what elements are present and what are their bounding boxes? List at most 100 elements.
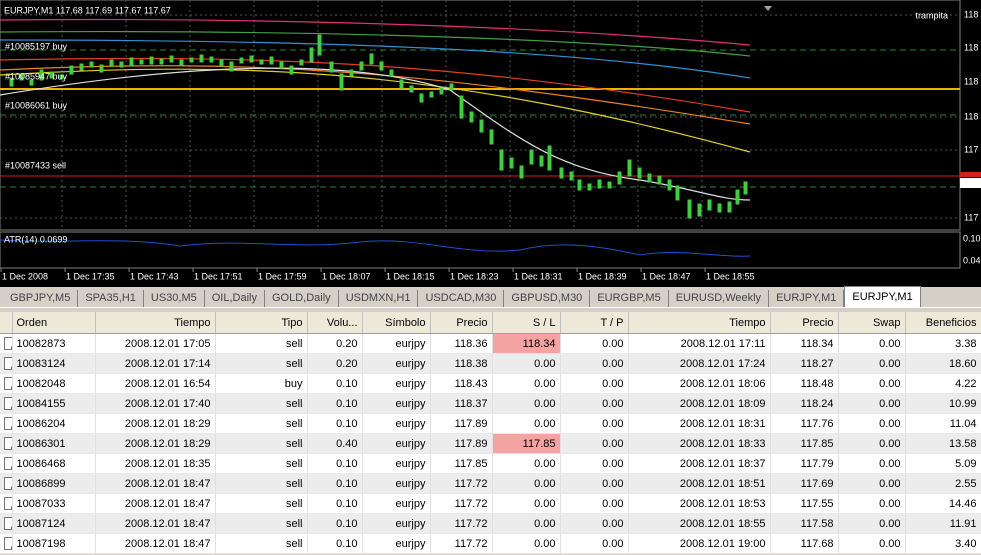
expert-name: trampita — [915, 10, 948, 20]
order-icon-cell — [0, 354, 12, 374]
order-cell: eurjpy — [362, 374, 430, 394]
chart-tab[interactable]: SPA35,H1 — [78, 290, 144, 307]
order-cell: 118.48 — [770, 374, 838, 394]
price-label: 118 — [964, 9, 978, 19]
order-cell: 2008.12.01 19:00 — [628, 534, 770, 554]
order-cell: 0.00 — [560, 494, 628, 514]
order-row[interactable]: 100831242008.12.01 17:14sell0.20eurjpy11… — [0, 354, 981, 374]
order-cell: 0.00 — [560, 454, 628, 474]
column-header[interactable]: Swap — [838, 312, 905, 334]
column-header[interactable]: Símbolo — [362, 312, 430, 334]
order-icon — [4, 417, 12, 430]
order-cell: 117.58 — [770, 514, 838, 534]
order-cell: 118.27 — [770, 354, 838, 374]
price-chart: EURJPY,M1 117.68 117.69 117.67 117.67 tr… — [0, 0, 981, 287]
order-row[interactable]: 100870332008.12.01 18:47sell0.10eurjpy11… — [0, 494, 981, 514]
order-row[interactable]: 100871242008.12.01 18:47sell0.10eurjpy11… — [0, 514, 981, 534]
order-cell: 0.00 — [492, 454, 560, 474]
order-icon — [4, 497, 12, 510]
order-row[interactable]: 100864682008.12.01 18:35sell0.10eurjpy11… — [0, 454, 981, 474]
chart-tab[interactable]: EURGBP,M5 — [590, 290, 668, 307]
order-cell: 10084155 — [12, 394, 95, 414]
order-cell: 2008.12.01 18:53 — [628, 494, 770, 514]
order-cell: 2008.12.01 17:24 — [628, 354, 770, 374]
order-cell: 2008.12.01 18:33 — [628, 434, 770, 454]
column-header[interactable]: Tiempo — [628, 312, 770, 334]
price-label: 118 — [964, 76, 978, 86]
order-cell: eurjpy — [362, 514, 430, 534]
chart-tab[interactable]: OIL,Daily — [205, 290, 265, 307]
order-cell: 10082048 — [12, 374, 95, 394]
time-label: 1 Dec 17:59 — [258, 271, 307, 281]
order-cell: 2008.12.01 18:29 — [95, 414, 215, 434]
order-cell: 0.00 — [492, 394, 560, 414]
order-icon — [4, 437, 12, 450]
order-cell: 2008.12.01 18:31 — [628, 414, 770, 434]
column-header[interactable]: T / P — [560, 312, 628, 334]
column-header[interactable]: Precio — [430, 312, 492, 334]
indicator-pane — [0, 232, 960, 268]
order-cell: 0.00 — [838, 374, 905, 394]
order-cell: sell — [215, 414, 307, 434]
order-cell: 0.00 — [560, 394, 628, 414]
order-cell: 11.04 — [905, 414, 981, 434]
order-cell: 13.58 — [905, 434, 981, 454]
order-icon — [4, 537, 12, 550]
column-header[interactable]: Orden — [12, 312, 95, 334]
order-cell: eurjpy — [362, 334, 430, 354]
order-cell: 10087033 — [12, 494, 95, 514]
order-cell: 0.10 — [307, 514, 362, 534]
order-cell: eurjpy — [362, 454, 430, 474]
order-cell: 0.00 — [838, 514, 905, 534]
order-label: #10087433 sell — [5, 160, 66, 170]
order-row[interactable]: 100820482008.12.01 16:54buy0.10eurjpy118… — [0, 374, 981, 394]
chart-tab[interactable]: GOLD,Daily — [265, 290, 339, 307]
column-header[interactable]: Beneficios — [905, 312, 981, 334]
order-row[interactable]: 100868992008.12.01 18:47sell0.10eurjpy11… — [0, 474, 981, 494]
order-icon-cell — [0, 334, 12, 354]
chart-tab[interactable]: GBPUSD,M30 — [504, 290, 590, 307]
column-header[interactable]: S / L — [492, 312, 560, 334]
order-cell: 2008.12.01 18:47 — [95, 474, 215, 494]
chart-tab[interactable]: EURJPY,M1 — [769, 290, 844, 307]
chart-tab[interactable]: EURJPY,M1 — [844, 286, 920, 307]
order-icon-cell — [0, 474, 12, 494]
order-cell: 2008.12.01 18:35 — [95, 454, 215, 474]
order-cell: 0.00 — [838, 434, 905, 454]
chart-tab[interactable]: GBPJPY,M5 — [3, 290, 78, 307]
chart-tab[interactable]: USDCAD,M30 — [418, 290, 504, 307]
order-cell: 2008.12.01 17:40 — [95, 394, 215, 414]
column-header[interactable]: Tipo — [215, 312, 307, 334]
order-cell: 117.72 — [430, 534, 492, 554]
order-row[interactable]: 100862042008.12.01 18:29sell0.10eurjpy11… — [0, 414, 981, 434]
order-cell: 11.91 — [905, 514, 981, 534]
column-header[interactable]: Volu... — [307, 312, 362, 334]
order-row[interactable]: 100863012008.12.01 18:29sell0.40eurjpy11… — [0, 434, 981, 454]
order-cell: 118.43 — [430, 374, 492, 394]
order-row[interactable]: 100828732008.12.01 17:05sell0.20eurjpy11… — [0, 334, 981, 354]
order-cell: 0.10 — [307, 494, 362, 514]
order-cell: 2008.12.01 18:55 — [628, 514, 770, 534]
order-icon-cell — [0, 454, 12, 474]
column-header[interactable]: Tiempo — [95, 312, 215, 334]
order-cell: buy — [215, 374, 307, 394]
order-cell: 10086301 — [12, 434, 95, 454]
chart-tab[interactable]: USDMXN,H1 — [339, 290, 419, 307]
time-label: 1 Dec 2008 — [2, 271, 48, 281]
order-row[interactable]: 100871982008.12.01 18:47sell0.10eurjpy11… — [0, 534, 981, 554]
order-icon — [4, 337, 12, 350]
column-header[interactable]: Precio — [770, 312, 838, 334]
indicator-price-label: 0.04 — [963, 255, 981, 265]
order-cell: 0.40 — [307, 434, 362, 454]
order-cell: 10086204 — [12, 414, 95, 434]
chart-tab[interactable]: EURUSD,Weekly — [669, 290, 769, 307]
order-icon-cell — [0, 394, 12, 414]
order-row[interactable]: 100841552008.12.01 17:40sell0.10eurjpy11… — [0, 394, 981, 414]
chart-tab[interactable]: US30,M5 — [144, 290, 205, 307]
order-cell: 0.00 — [492, 374, 560, 394]
order-cell: 2008.12.01 18:37 — [628, 454, 770, 474]
order-cell: 2008.12.01 18:51 — [628, 474, 770, 494]
order-cell: 0.10 — [307, 474, 362, 494]
order-icon-cell — [0, 434, 12, 454]
